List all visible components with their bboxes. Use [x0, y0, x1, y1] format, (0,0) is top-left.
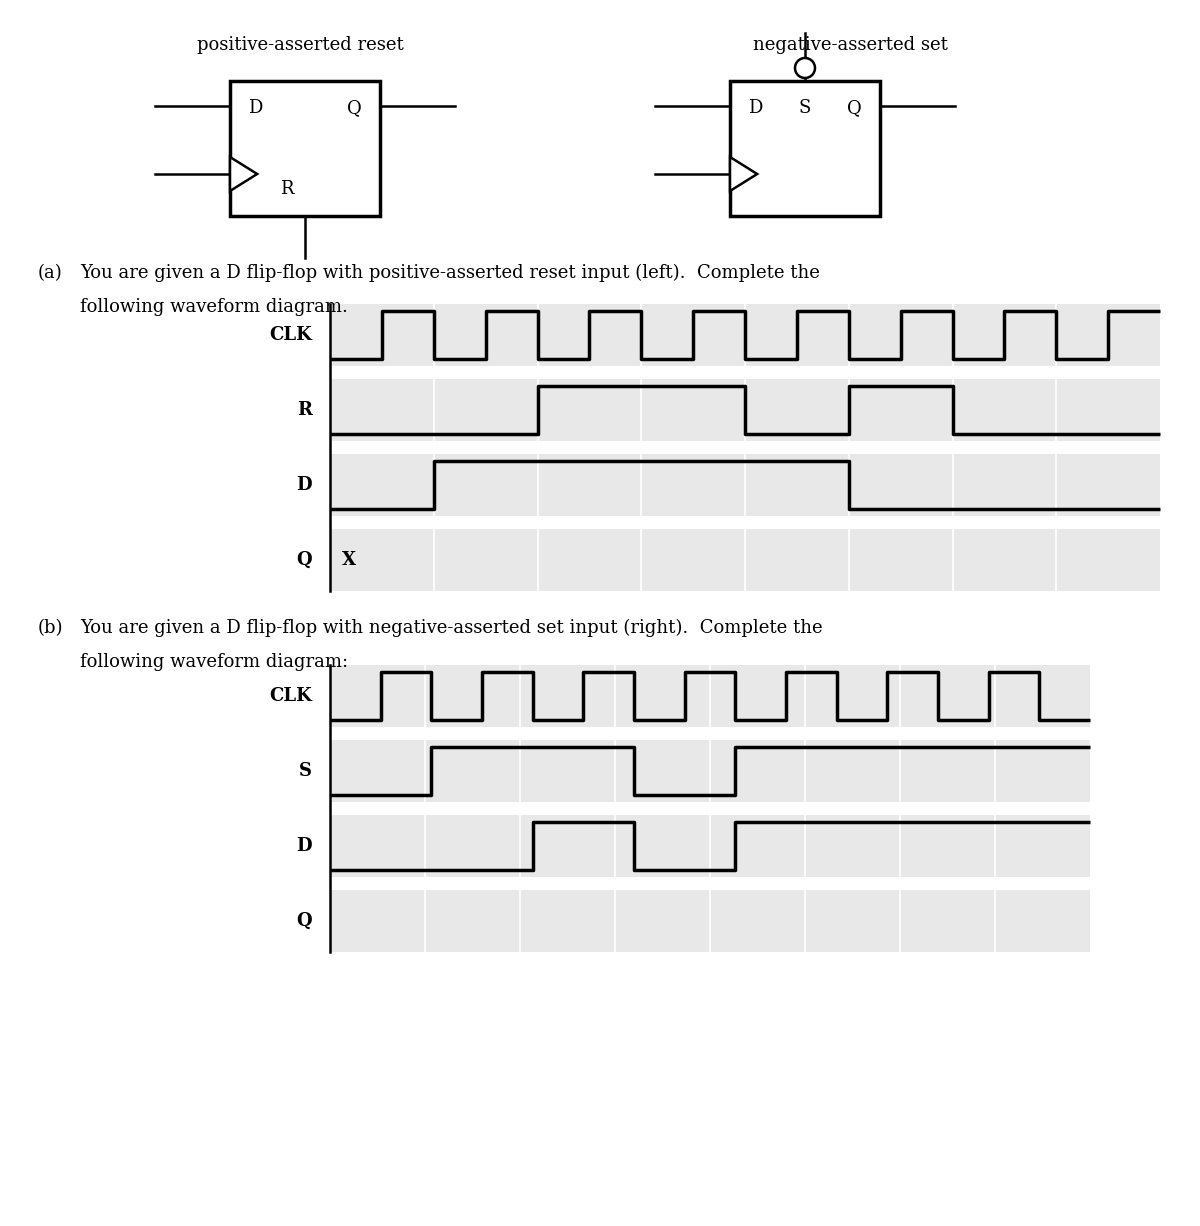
Bar: [730, 81, 880, 216]
Text: following waveform diagram:: following waveform diagram:: [80, 653, 348, 671]
Text: D: D: [748, 99, 762, 116]
Bar: [330, 379, 1160, 441]
Bar: [330, 815, 1090, 877]
Text: CLK: CLK: [269, 687, 312, 705]
Text: You are given a D flip-flop with negative-asserted set input (right).  Complete : You are given a D flip-flop with negativ…: [80, 619, 823, 638]
Text: Q: Q: [296, 550, 312, 569]
Text: R: R: [296, 401, 312, 419]
Bar: [230, 81, 380, 216]
Text: positive-asserted reset: positive-asserted reset: [197, 36, 403, 54]
Text: D: D: [248, 99, 263, 116]
Bar: [330, 454, 1160, 516]
Text: S: S: [299, 763, 312, 780]
Text: negative-asserted set: negative-asserted set: [752, 36, 948, 54]
Text: You are given a D flip-flop with positive-asserted reset input (left).  Complete: You are given a D flip-flop with positiv…: [80, 264, 820, 282]
Bar: [330, 890, 1090, 953]
Text: S: S: [799, 99, 811, 116]
Text: D: D: [296, 476, 312, 494]
Text: following waveform diagram.: following waveform diagram.: [80, 298, 348, 316]
Bar: [330, 304, 1160, 367]
Text: (a): (a): [38, 264, 62, 282]
Text: D: D: [296, 837, 312, 855]
Bar: [330, 528, 1160, 591]
Text: (b): (b): [38, 619, 64, 638]
Text: X: X: [342, 550, 356, 569]
Text: R: R: [280, 180, 294, 199]
Circle shape: [796, 58, 815, 78]
Bar: [330, 741, 1090, 802]
Text: CLK: CLK: [269, 326, 312, 345]
Bar: [330, 664, 1090, 727]
Text: Q: Q: [296, 912, 312, 931]
Text: Q: Q: [847, 99, 862, 116]
Polygon shape: [230, 157, 257, 191]
Polygon shape: [730, 157, 757, 191]
Text: Q: Q: [347, 99, 362, 116]
